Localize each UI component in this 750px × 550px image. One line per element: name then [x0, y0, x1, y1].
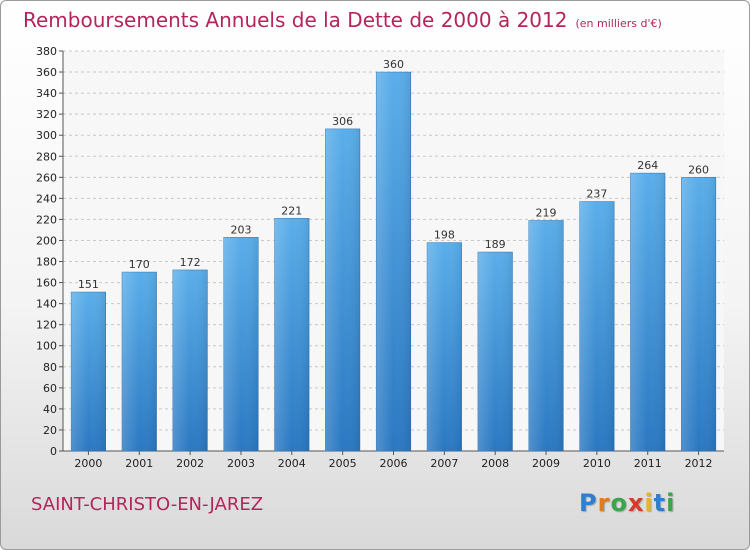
- logo-letter: o: [610, 489, 628, 517]
- y-tick-label: 100: [36, 340, 57, 353]
- bar-shade: [325, 128, 360, 451]
- y-tick-label: 300: [36, 129, 57, 142]
- y-tick-label: 260: [36, 171, 57, 184]
- plot-area: 0 20 40 60 80 100 120 140 160 180 200 220 240 260 280 3…: [36, 45, 724, 470]
- x-tick-label: 2009: [532, 457, 560, 470]
- x-tick-label: 2007: [430, 457, 458, 470]
- bar-shade: [477, 252, 513, 451]
- bar-value-label: 198: [434, 229, 455, 242]
- logo-letter: x: [627, 489, 645, 517]
- y-tick-label: 0: [50, 445, 57, 458]
- y-tick-label: 240: [36, 192, 57, 205]
- y-tick-label: 320: [36, 108, 57, 121]
- y-tick-label: 20: [43, 424, 57, 437]
- bar-value-label: 264: [637, 159, 658, 172]
- x-tick-label: 2000: [74, 457, 102, 470]
- y-tick-label: 380: [36, 45, 57, 58]
- chart-title: Remboursements Annuels de la Dette de 20…: [23, 8, 662, 32]
- y-tick-label: 340: [36, 87, 57, 100]
- y-tick-label: 360: [36, 66, 57, 79]
- y-tick-label: 280: [36, 150, 57, 163]
- bar-shade: [681, 177, 716, 451]
- bar-shade: [427, 242, 462, 451]
- x-tick-label: 2003: [227, 457, 255, 470]
- bar-value-label: 170: [129, 258, 150, 271]
- y-tick-label: 80: [43, 361, 57, 374]
- y-tick-label: 180: [36, 256, 57, 269]
- chart-subtitle: (en milliers d'€): [575, 17, 662, 30]
- bar-shade: [71, 292, 106, 451]
- logo-letter: i: [666, 489, 676, 517]
- y-tick-label: 60: [43, 382, 57, 395]
- y-tick-label: 160: [36, 277, 57, 290]
- y-tick-label: 120: [36, 319, 57, 332]
- bar-value-label: 219: [536, 206, 557, 219]
- bar-shade: [579, 201, 615, 451]
- x-tick-label: 2012: [685, 457, 713, 470]
- y-tick-label: 220: [36, 213, 57, 226]
- bar-value-label: 260: [688, 163, 709, 176]
- bar-shade: [223, 237, 259, 451]
- bar-value-label: 221: [281, 204, 302, 217]
- bar-value-label: 189: [485, 238, 506, 251]
- bar-value-label: 172: [180, 256, 201, 269]
- x-tick-label: 2011: [634, 457, 662, 470]
- bar-shade: [630, 173, 666, 451]
- bar-shade: [274, 218, 310, 451]
- x-tick-label: 2006: [380, 457, 408, 470]
- commune-name: SAINT-CHRISTO-EN-JAREZ: [31, 494, 264, 515]
- x-tick-label: 2008: [481, 457, 509, 470]
- bar-shade: [528, 220, 564, 451]
- logo-letter: i: [644, 489, 654, 517]
- bar-value-label: 360: [383, 58, 404, 71]
- y-tick-label: 140: [36, 298, 57, 311]
- chart-title-text: Remboursements Annuels de la Dette de 20…: [23, 8, 568, 32]
- bar-value-label: 306: [332, 115, 353, 128]
- logo-letter: r: [597, 489, 611, 517]
- bar-shade: [121, 272, 157, 451]
- y-tick-label: 200: [36, 234, 57, 247]
- bar-shade: [376, 72, 411, 451]
- bar-value-label: 203: [230, 223, 251, 236]
- bar-value-label: 237: [586, 188, 607, 201]
- y-tick-label: 40: [43, 403, 57, 416]
- proxiti-logo: Proxiti: [579, 489, 675, 517]
- bar-shade: [172, 269, 208, 451]
- x-tick-label: 2005: [329, 457, 357, 470]
- x-tick-label: 2001: [125, 457, 153, 470]
- x-tick-label: 2004: [278, 457, 306, 470]
- logo-letter: t: [653, 489, 667, 517]
- bar-value-label: 151: [78, 278, 99, 291]
- logo-letter: P: [579, 489, 598, 517]
- x-tick-label: 2002: [176, 457, 204, 470]
- x-tick-label: 2010: [583, 457, 611, 470]
